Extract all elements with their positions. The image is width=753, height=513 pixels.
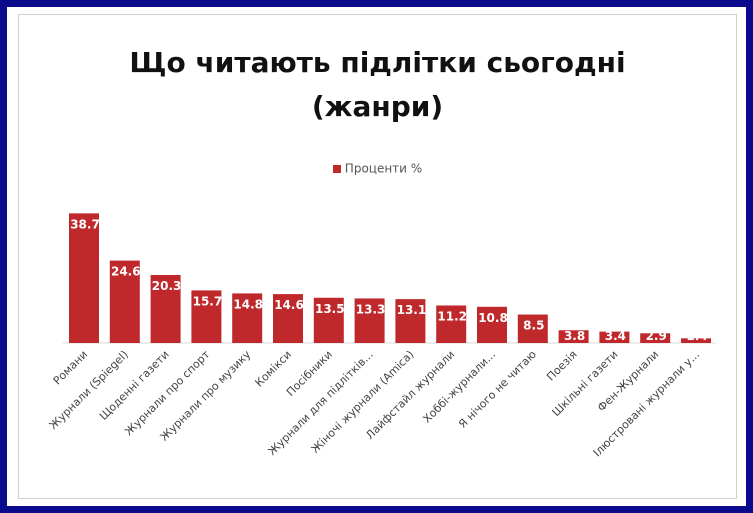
chart-title-line2: (жанри): [311, 90, 444, 123]
category-label: Романи: [51, 348, 90, 387]
chart-title: Що читають підлітки сьогодні (жанри): [19, 41, 736, 129]
data-label: 24.6: [111, 265, 141, 279]
data-label: 15.7: [193, 294, 223, 308]
data-label: 13.1: [397, 303, 427, 317]
bar: [395, 299, 426, 343]
bar: [517, 314, 548, 343]
data-label: 10.8: [478, 311, 508, 325]
bar: [354, 298, 385, 343]
bar: [558, 330, 589, 343]
category-label: Щоденні газети: [97, 348, 172, 423]
data-label: 3.8: [564, 329, 585, 343]
category-label: Хоббі-журнали...: [420, 348, 498, 426]
chart-title-line1: Що читають підлітки сьогодні: [129, 46, 626, 79]
data-label: 13.3: [356, 302, 386, 316]
bar: [599, 331, 630, 343]
bar: [273, 294, 303, 343]
category-label: Журнали (Spiegel): [47, 348, 131, 432]
category-label: Я нічого не читаю: [456, 348, 539, 431]
bar: [191, 290, 222, 343]
chart-area: Що читають підлітки сьогодні (жанри) Про…: [18, 14, 737, 499]
data-label: 3.4: [605, 329, 626, 343]
bar: [681, 338, 711, 343]
data-label: 2.9: [646, 329, 667, 343]
bar: [640, 333, 671, 343]
data-label: 1.4: [686, 329, 707, 343]
data-label: 13.5: [315, 302, 345, 316]
bar: [69, 213, 99, 343]
category-label: Комікси: [253, 348, 295, 390]
bar: [313, 297, 344, 343]
legend-label: Проценти %: [344, 161, 423, 176]
legend-swatch: [332, 164, 341, 173]
data-label: 11.2: [437, 309, 467, 323]
bar: [232, 293, 263, 343]
data-label: 14.6: [274, 298, 304, 312]
data-label: 20.3: [152, 279, 182, 293]
bar: [477, 306, 507, 343]
chart-legend: Проценти %: [19, 161, 736, 176]
category-label: Поезія: [544, 348, 580, 384]
bar: [109, 260, 140, 343]
bar: [436, 305, 467, 343]
bar: [150, 274, 181, 343]
data-label: 14.8: [233, 297, 263, 311]
data-label: 8.5: [523, 319, 544, 333]
data-label: 38.7: [70, 217, 100, 231]
